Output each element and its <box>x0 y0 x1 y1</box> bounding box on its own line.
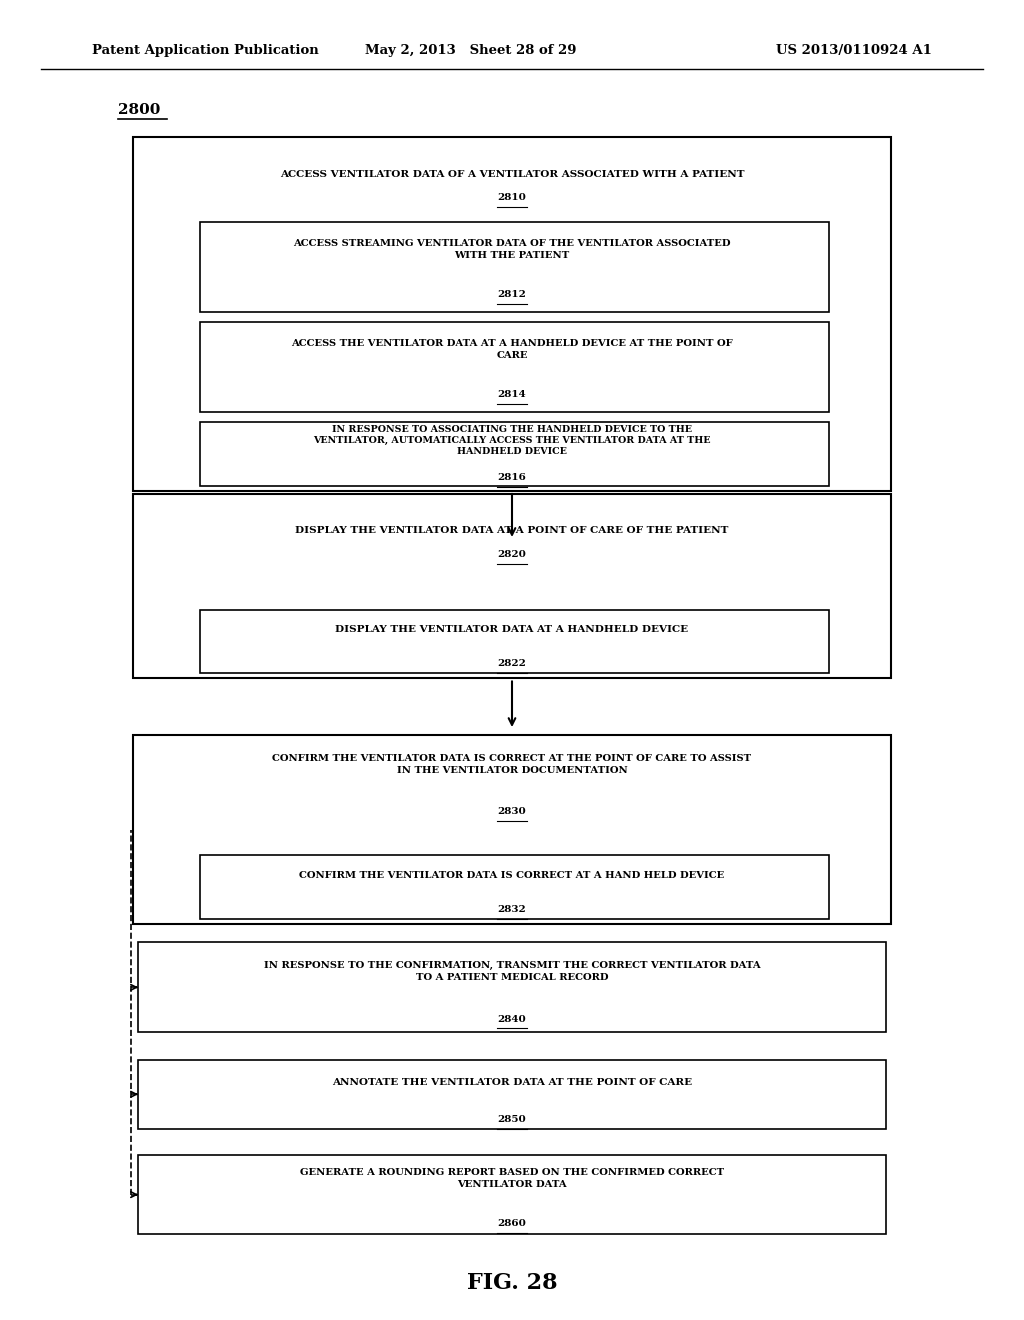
Text: IN RESPONSE TO ASSOCIATING THE HANDHELD DEVICE TO THE
VENTILATOR, AUTOMATICALLY : IN RESPONSE TO ASSOCIATING THE HANDHELD … <box>313 425 711 457</box>
FancyBboxPatch shape <box>200 610 829 673</box>
Text: Patent Application Publication: Patent Application Publication <box>92 44 318 57</box>
Text: 2812: 2812 <box>498 290 526 298</box>
FancyBboxPatch shape <box>138 1155 886 1234</box>
FancyBboxPatch shape <box>200 855 829 919</box>
FancyBboxPatch shape <box>138 942 886 1032</box>
Text: 2822: 2822 <box>498 660 526 668</box>
Text: 2840: 2840 <box>498 1015 526 1023</box>
FancyBboxPatch shape <box>200 422 829 486</box>
Text: 2814: 2814 <box>498 391 526 399</box>
Text: GENERATE A ROUNDING REPORT BASED ON THE CONFIRMED CORRECT
VENTILATOR DATA: GENERATE A ROUNDING REPORT BASED ON THE … <box>300 1168 724 1189</box>
FancyBboxPatch shape <box>133 494 891 678</box>
Text: 2830: 2830 <box>498 808 526 816</box>
FancyBboxPatch shape <box>133 735 891 924</box>
Text: ACCESS THE VENTILATOR DATA AT A HANDHELD DEVICE AT THE POINT OF
CARE: ACCESS THE VENTILATOR DATA AT A HANDHELD… <box>291 339 733 360</box>
Text: DISPLAY THE VENTILATOR DATA AT A POINT OF CARE OF THE PATIENT: DISPLAY THE VENTILATOR DATA AT A POINT O… <box>295 527 729 535</box>
Text: 2860: 2860 <box>498 1220 526 1228</box>
FancyBboxPatch shape <box>200 222 829 312</box>
Text: CONFIRM THE VENTILATOR DATA IS CORRECT AT A HAND HELD DEVICE: CONFIRM THE VENTILATOR DATA IS CORRECT A… <box>299 871 725 879</box>
Text: ACCESS STREAMING VENTILATOR DATA OF THE VENTILATOR ASSOCIATED
WITH THE PATIENT: ACCESS STREAMING VENTILATOR DATA OF THE … <box>293 239 731 260</box>
Text: ACCESS VENTILATOR DATA OF A VENTILATOR ASSOCIATED WITH A PATIENT: ACCESS VENTILATOR DATA OF A VENTILATOR A… <box>280 170 744 178</box>
Text: May 2, 2013   Sheet 28 of 29: May 2, 2013 Sheet 28 of 29 <box>366 44 577 57</box>
Text: FIG. 28: FIG. 28 <box>467 1272 557 1294</box>
Text: 2800: 2800 <box>118 103 160 116</box>
Text: CONFIRM THE VENTILATOR DATA IS CORRECT AT THE POINT OF CARE TO ASSIST
IN THE VEN: CONFIRM THE VENTILATOR DATA IS CORRECT A… <box>272 754 752 775</box>
Text: 2820: 2820 <box>498 550 526 558</box>
Text: 2832: 2832 <box>498 906 526 913</box>
FancyBboxPatch shape <box>133 137 891 491</box>
FancyBboxPatch shape <box>138 1060 886 1129</box>
Text: DISPLAY THE VENTILATOR DATA AT A HANDHELD DEVICE: DISPLAY THE VENTILATOR DATA AT A HANDHEL… <box>336 626 688 634</box>
Text: 2816: 2816 <box>498 474 526 482</box>
Text: IN RESPONSE TO THE CONFIRMATION, TRANSMIT THE CORRECT VENTILATOR DATA
TO A PATIE: IN RESPONSE TO THE CONFIRMATION, TRANSMI… <box>264 961 760 982</box>
FancyBboxPatch shape <box>200 322 829 412</box>
Text: 2810: 2810 <box>498 194 526 202</box>
Text: US 2013/0110924 A1: US 2013/0110924 A1 <box>776 44 932 57</box>
Text: ANNOTATE THE VENTILATOR DATA AT THE POINT OF CARE: ANNOTATE THE VENTILATOR DATA AT THE POIN… <box>332 1078 692 1086</box>
Text: 2850: 2850 <box>498 1115 526 1123</box>
